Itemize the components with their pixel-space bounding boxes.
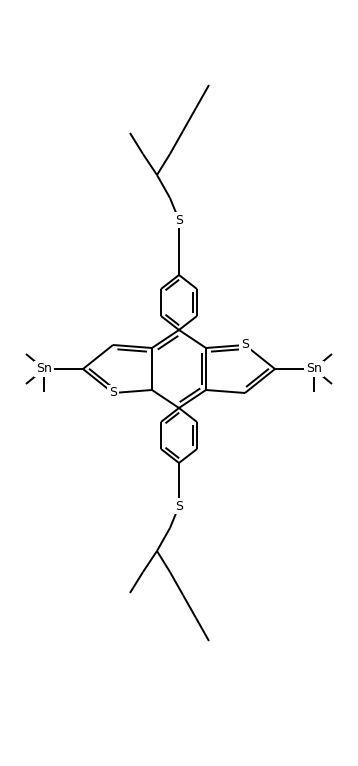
Text: S: S <box>175 214 183 227</box>
Text: S: S <box>241 339 249 352</box>
Text: Sn: Sn <box>306 362 322 375</box>
Text: S: S <box>109 387 117 400</box>
Text: Sn: Sn <box>36 362 52 375</box>
Text: S: S <box>175 499 183 512</box>
